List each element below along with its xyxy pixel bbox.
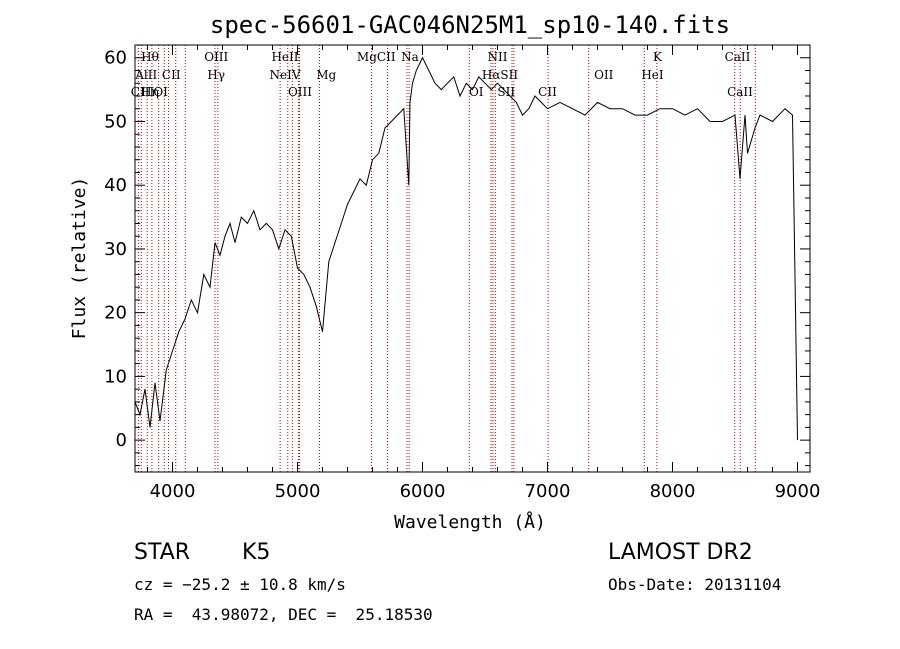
line-label: Na — [401, 50, 419, 64]
x-tick-label: 5000 — [275, 481, 321, 502]
line-label: Hη — [141, 85, 159, 99]
line-label: Hθ — [141, 50, 159, 64]
line-label: OII — [594, 68, 614, 82]
x-tick-label: 4000 — [150, 481, 196, 502]
x-tick-label: 9000 — [775, 481, 821, 502]
line-label: NeIV — [269, 68, 300, 82]
line-label: OI — [469, 85, 484, 99]
line-label: CaII — [725, 50, 751, 64]
y-axis-label: Flux (relative) — [69, 177, 90, 340]
y-axis-ticks: 0 10 20 30 40 50 60 — [104, 44, 810, 467]
line-label: HαSII — [482, 68, 519, 82]
line-label: HeI — [641, 68, 664, 82]
line-label: CaII — [727, 85, 753, 99]
spectral-line-markers — [137, 45, 756, 472]
y-tick-label: 40 — [104, 175, 127, 196]
y-tick-label: 60 — [104, 48, 127, 69]
line-label: OI — [153, 85, 168, 99]
x-axis-ticks: 4000 5000 6000 7000 8000 9000 — [147, 45, 821, 502]
line-label: K — [653, 50, 663, 64]
line-label: OIII — [204, 50, 228, 64]
line-label: HeII — [271, 50, 298, 64]
ra-dec: RA = 43.98072, DEC = 25.18530 — [134, 605, 433, 624]
spectrum-line — [134, 56, 798, 441]
y-tick-label: 0 — [116, 430, 127, 451]
x-tick-label: 8000 — [650, 481, 696, 502]
line-label: Mg — [316, 68, 336, 82]
line-label: OIII — [288, 85, 312, 99]
y-tick-label: 20 — [104, 303, 127, 324]
y-tick-label: 30 — [104, 239, 127, 260]
line-label: MgCII — [357, 50, 396, 64]
chart-title: spec-56601-GAC046N25M1_sp10-140.fits — [210, 11, 730, 39]
x-tick-label: 7000 — [525, 481, 571, 502]
line-label: CII — [162, 68, 181, 82]
obs-date: Obs-Date: 20131104 — [608, 575, 782, 594]
y-tick-label: 50 — [104, 111, 127, 132]
line-label: NII — [488, 50, 508, 64]
x-tick-label: 6000 — [400, 481, 446, 502]
object-subclass: K5 — [242, 540, 271, 565]
line-label: AlII — [134, 68, 157, 82]
plot-frame — [134, 44, 811, 473]
line-label: Hγ — [207, 68, 225, 82]
line-label: CII — [538, 85, 557, 99]
object-class: STAR — [134, 540, 191, 565]
survey-name: LAMOST DR2 — [608, 540, 753, 565]
y-tick-label: 10 — [104, 366, 127, 387]
redshift-cz: cz = −25.2 ± 10.8 km/s — [134, 575, 346, 594]
x-axis-label: Wavelength (Å) — [394, 511, 546, 533]
